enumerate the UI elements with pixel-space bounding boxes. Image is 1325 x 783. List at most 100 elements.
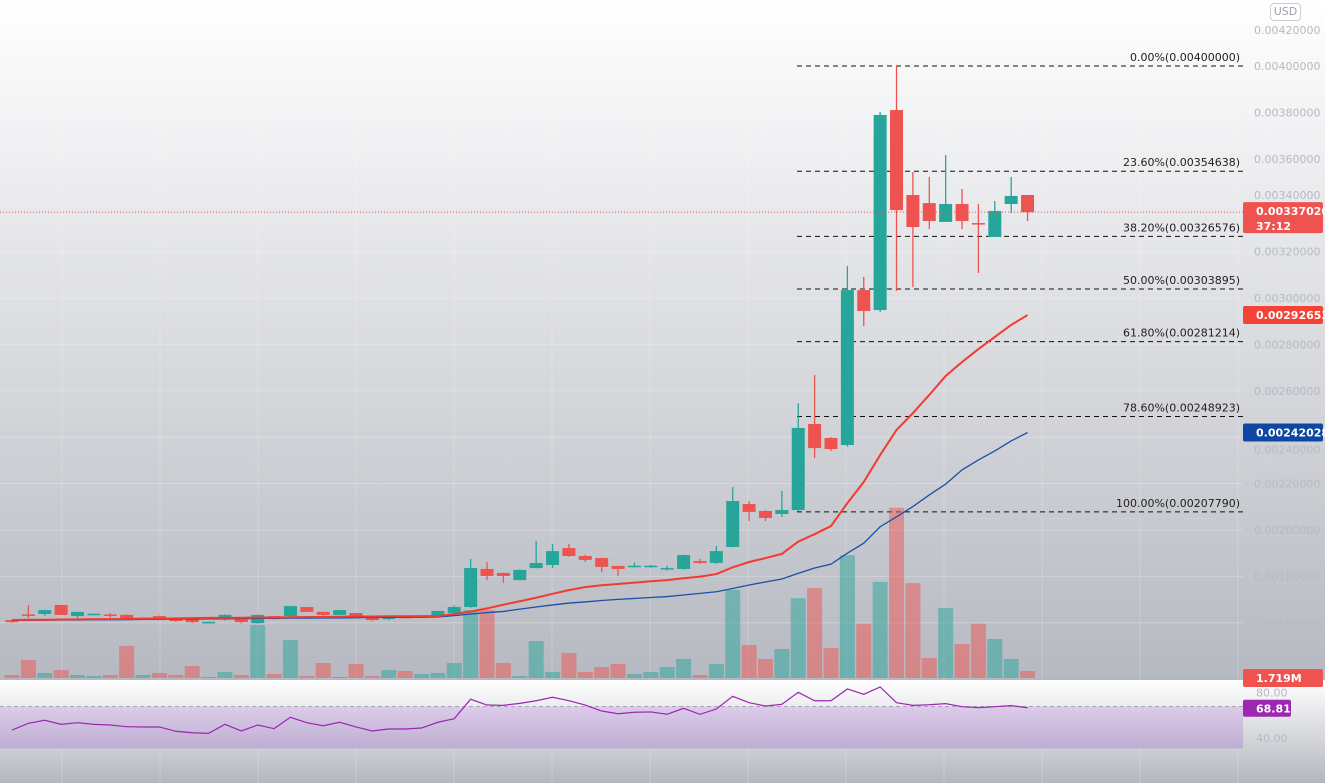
price-axis-label: 0.00220000 (1254, 478, 1320, 491)
candle-down (365, 617, 379, 621)
rsi-tag-box (1243, 699, 1291, 717)
last-price-tag-box (1243, 202, 1323, 234)
volume-bar (954, 644, 970, 678)
fib-level-label: 100.00%(0.00207790) (1116, 497, 1240, 510)
candle-up (726, 501, 740, 547)
volume-bar (53, 670, 69, 678)
volume-bar (184, 665, 200, 678)
rsi-line (11, 686, 1028, 734)
candle-down (480, 568, 494, 576)
volume-bar (201, 676, 217, 678)
candle-up (38, 610, 52, 614)
candle-up (513, 569, 527, 581)
volume-bar (102, 674, 118, 678)
volume-bar (20, 660, 36, 678)
candle-up (775, 510, 789, 514)
candle-down (824, 437, 838, 450)
rsi-indicator: 80.00 40.00 (0, 686, 1288, 749)
volume-bar (233, 674, 249, 678)
volume-bar (446, 663, 462, 678)
candle-down (234, 619, 248, 623)
volume-bar (364, 676, 380, 678)
volume-bar (970, 623, 986, 678)
volume-bar (659, 667, 675, 678)
candle-down (808, 423, 822, 449)
price-axis-label: 0.00180000 (1254, 570, 1320, 583)
candle-down (120, 614, 134, 618)
fib-level-label: 38.20%(0.00326576) (1123, 221, 1240, 234)
fibonacci-retracement[interactable]: 0.00%(0.00400000) 23.60%(0.00354638) 38.20… (797, 51, 1243, 513)
moving-averages (0, 211, 1243, 622)
volume-bar (528, 640, 544, 678)
volume-bar (807, 588, 823, 678)
volume-bar (610, 663, 626, 678)
volume-bar (37, 672, 53, 678)
volume-bar (151, 672, 167, 678)
volume-bar (790, 598, 806, 678)
volume-bar (299, 676, 315, 678)
candle-down (185, 619, 199, 623)
candle-up (627, 565, 641, 568)
volume-bar (70, 674, 86, 678)
fib-level-label: 61.80%(0.00281214) (1123, 327, 1240, 340)
candle-up (202, 621, 216, 624)
volume-bar (315, 663, 331, 678)
price-axis-label: 0.00360000 (1254, 153, 1320, 166)
candle-up (464, 568, 478, 608)
candle-up (333, 610, 347, 615)
volume-bar (774, 649, 790, 678)
candle-down (349, 613, 363, 617)
candle-down (857, 290, 871, 311)
ma-fast-tag-value: 0.00292653 (1256, 309, 1325, 322)
volume-bar (741, 645, 757, 678)
volume-bar (545, 672, 561, 678)
volume-bar (381, 670, 397, 678)
price-axis-label: 0.00340000 (1254, 189, 1320, 202)
price-tags: 0.00337020 37:12 0.00292653 0.00242028 1.719… (1243, 202, 1325, 717)
volume-bar (594, 667, 610, 678)
fib-level-label: 23.60%(0.00354638) (1123, 156, 1240, 169)
ma-slow-tag-box (1243, 423, 1323, 442)
volume-bar (266, 674, 282, 678)
candle-down (906, 194, 920, 228)
candle-up (644, 565, 658, 568)
volume-bar (676, 658, 692, 678)
moving-average-fast-line (11, 314, 1029, 622)
volume-bar (414, 674, 429, 678)
volume-bar (643, 672, 659, 678)
volume-bar (1020, 671, 1036, 678)
candle-down (5, 620, 19, 623)
candle-up (529, 562, 543, 569)
volume-bar (479, 610, 495, 678)
candle-up (660, 568, 674, 570)
price-axis-label: 0.00320000 (1254, 246, 1320, 259)
price-axis-label: 0.00260000 (1254, 385, 1320, 398)
volume-bar (757, 658, 773, 678)
ma-slow-tag-value: 0.00242028 (1256, 426, 1325, 439)
volume-bar (987, 638, 1003, 678)
candle-down (103, 614, 117, 616)
volume-bar (626, 674, 642, 678)
volume-bar (577, 672, 593, 678)
volume-bar (332, 676, 348, 678)
fib-level-label: 50.00%(0.00303895) (1123, 274, 1240, 287)
candle-down (1021, 194, 1035, 213)
currency-badge[interactable]: USD (1270, 3, 1301, 21)
volume-bar (86, 676, 102, 678)
rsi-band (0, 706, 1243, 749)
volume-bar (708, 663, 724, 678)
candle-down (971, 223, 985, 225)
candle-up (709, 551, 723, 563)
candle-down (316, 611, 330, 615)
volume-bar (839, 555, 855, 678)
volume-tag-value: 1.719M (1256, 672, 1302, 685)
price-axis[interactable]: 0.00420000 0.00400000 0.00380000 0.00360000… (1254, 24, 1320, 630)
volume-bar (4, 674, 20, 678)
volume-bar (397, 670, 413, 678)
volume-bar (250, 625, 266, 678)
main-pane-background (0, 0, 1325, 679)
candle-down (578, 555, 592, 560)
candle-up (431, 610, 445, 617)
price-axis-label: 0.00240000 (1254, 443, 1320, 456)
